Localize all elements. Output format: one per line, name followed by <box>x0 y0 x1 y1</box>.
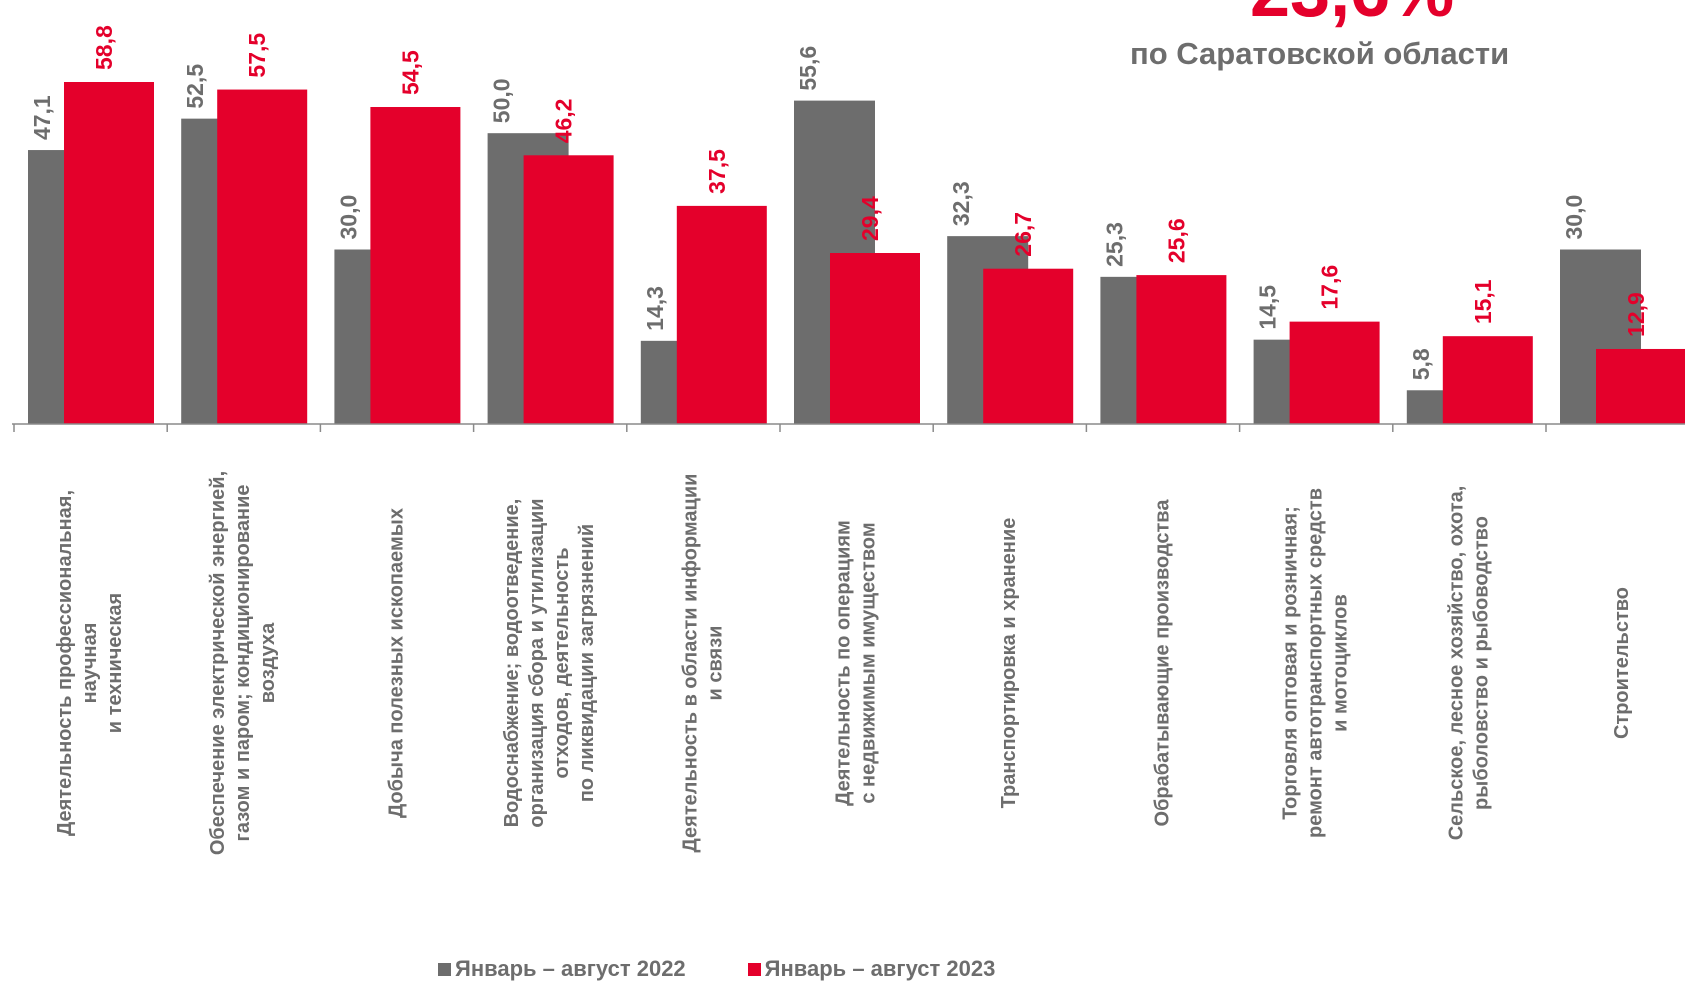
value-label-2023: 58,8 <box>91 25 117 70</box>
category-label: Строительство <box>1611 587 1633 739</box>
bar-2023 <box>1136 275 1227 424</box>
headline-value: 23,6% <box>1250 0 1454 28</box>
value-label-2023: 17,6 <box>1317 265 1343 310</box>
value-label-2022: 32,3 <box>948 181 974 226</box>
value-label-2022: 55,6 <box>795 46 821 91</box>
value-label-2022: 30,0 <box>1561 195 1587 240</box>
bar-2023 <box>1596 348 1685 424</box>
value-label-2023: 25,6 <box>1163 218 1189 263</box>
legend-swatch-2023 <box>747 962 761 976</box>
value-label-2023: 29,4 <box>857 196 883 241</box>
value-label-2022: 30,0 <box>335 195 361 240</box>
category-label: Обеспечение электрической энергией, газом… <box>207 471 279 855</box>
headline-subtitle: по Саратовской области <box>1130 36 1510 71</box>
category-label: Водоснабжение; водоотведение, организация… <box>501 498 598 827</box>
legend-swatch-2022 <box>438 962 451 976</box>
category-label: Торговля оптовая и розничная; ремонт авто… <box>1280 488 1352 838</box>
value-label-2022: 47,1 <box>29 95 55 140</box>
x-axis <box>12 423 1685 432</box>
value-label-2022: 5,8 <box>1408 348 1434 380</box>
category-label: Обрабатывающие производства <box>1151 499 1173 827</box>
value-label-2023: 57,5 <box>244 33 270 78</box>
value-label-2022: 50,0 <box>489 78 515 123</box>
value-label-2023: 37,5 <box>704 149 730 194</box>
value-label-2023: 15,1 <box>1470 279 1496 324</box>
bar-2023 <box>64 82 154 424</box>
value-label-2022: 52,5 <box>182 64 208 109</box>
bar-2023 <box>676 205 767 424</box>
value-label-2022: 25,3 <box>1101 222 1127 267</box>
bar-2023 <box>370 107 461 425</box>
category-label: Деятельность по операциям с недвижимым им… <box>833 520 880 806</box>
bar-2023 <box>1289 321 1380 424</box>
value-label-2023: 54,5 <box>397 50 423 95</box>
value-label-2023: 46,2 <box>551 99 577 144</box>
value-label-2022: 14,5 <box>1255 285 1281 330</box>
bar-2023 <box>983 268 1074 424</box>
category-label: Деятельность профессиональная, научная и т… <box>54 490 126 836</box>
category-label: Сельское, лесное хозяйство, охота, рыболо… <box>1445 486 1492 841</box>
legend: Январь – август 2022 Январь – август 202… <box>438 956 995 982</box>
bar-2023 <box>523 155 614 425</box>
category-labels-layer: Деятельность профессиональная, научная и т… <box>54 471 1633 855</box>
category-label: Деятельность в области информации и связи <box>679 474 726 853</box>
bars-layer <box>28 82 1685 425</box>
bar-2023 <box>217 89 308 425</box>
bar-2023 <box>1442 336 1533 424</box>
value-label-2023: 26,7 <box>1010 212 1036 257</box>
bar-2023 <box>830 253 920 424</box>
legend-item-2022: Январь – август 2022 <box>438 956 686 982</box>
value-labels-layer: 47,1 58,8 52,5 57,5 30,0 54,5 50,0 46,2 14,3 37,5… <box>29 25 1649 380</box>
legend-label-2022: Январь – август 2022 <box>455 956 686 981</box>
value-label-2022: 14,3 <box>642 286 668 331</box>
value-label-2023: 12,9 <box>1623 292 1649 337</box>
category-label: Добыча полезных ископаемых <box>385 508 407 818</box>
legend-item-2023: Январь – август 2023 <box>747 956 996 982</box>
legend-label-2023: Январь – август 2023 <box>764 956 996 981</box>
category-label: Транспортировка и хранение <box>998 518 1020 809</box>
